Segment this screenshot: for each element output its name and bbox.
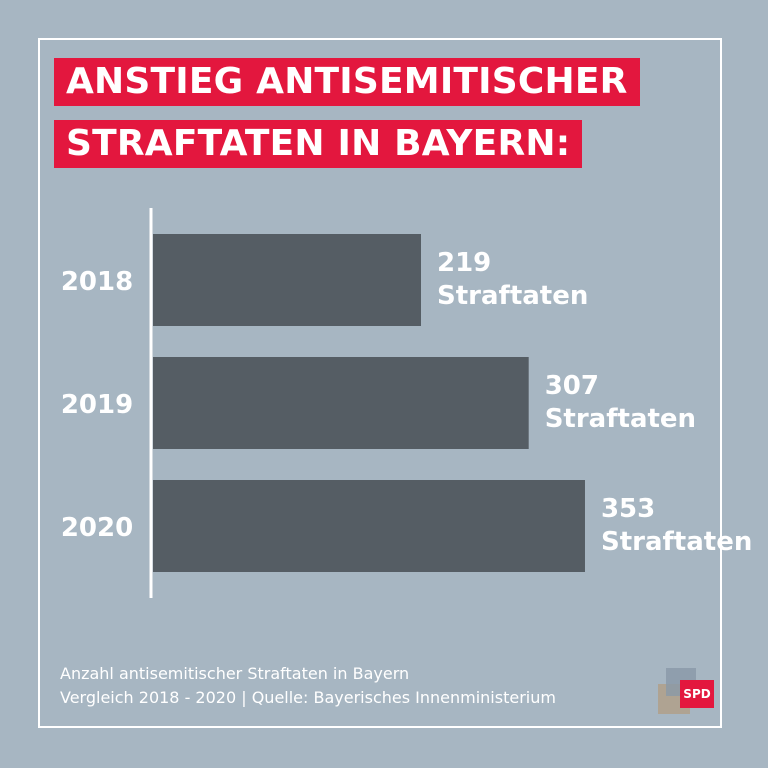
value-label-2020: 353 (601, 494, 655, 524)
title-line-2: STRAFTATEN IN BAYERN: (54, 120, 583, 168)
footer-line-1: Anzahl antisemitischer Straftaten in Bay… (60, 664, 410, 683)
category-label-2020: 2020 (61, 513, 133, 543)
value-label-2018: 219 (437, 248, 491, 278)
value-unit-label-2018: Straftaten (437, 281, 588, 311)
value-unit-label-2020: Straftaten (601, 527, 752, 557)
value-label-2019: 307 (545, 371, 599, 401)
bar-2018 (153, 234, 421, 326)
footer-caption: Anzahl antisemitischer Straftaten in Bay… (60, 662, 556, 710)
value-unit-label-2019: Straftaten (545, 404, 696, 434)
category-label-2019: 2019 (61, 390, 133, 420)
bar-2019 (153, 357, 529, 449)
spd-logo: SPD (656, 660, 716, 716)
content-frame (38, 38, 722, 728)
footer-line-2: Vergleich 2018 - 2020 | Quelle: Bayerisc… (60, 688, 556, 707)
category-label-2018: 2018 (61, 267, 133, 297)
title-line-1: ANSTIEG ANTISEMITISCHER (54, 58, 640, 106)
bar-2020 (153, 480, 585, 572)
logo-square-red: SPD (680, 680, 714, 708)
logo-text: SPD (683, 687, 711, 701)
